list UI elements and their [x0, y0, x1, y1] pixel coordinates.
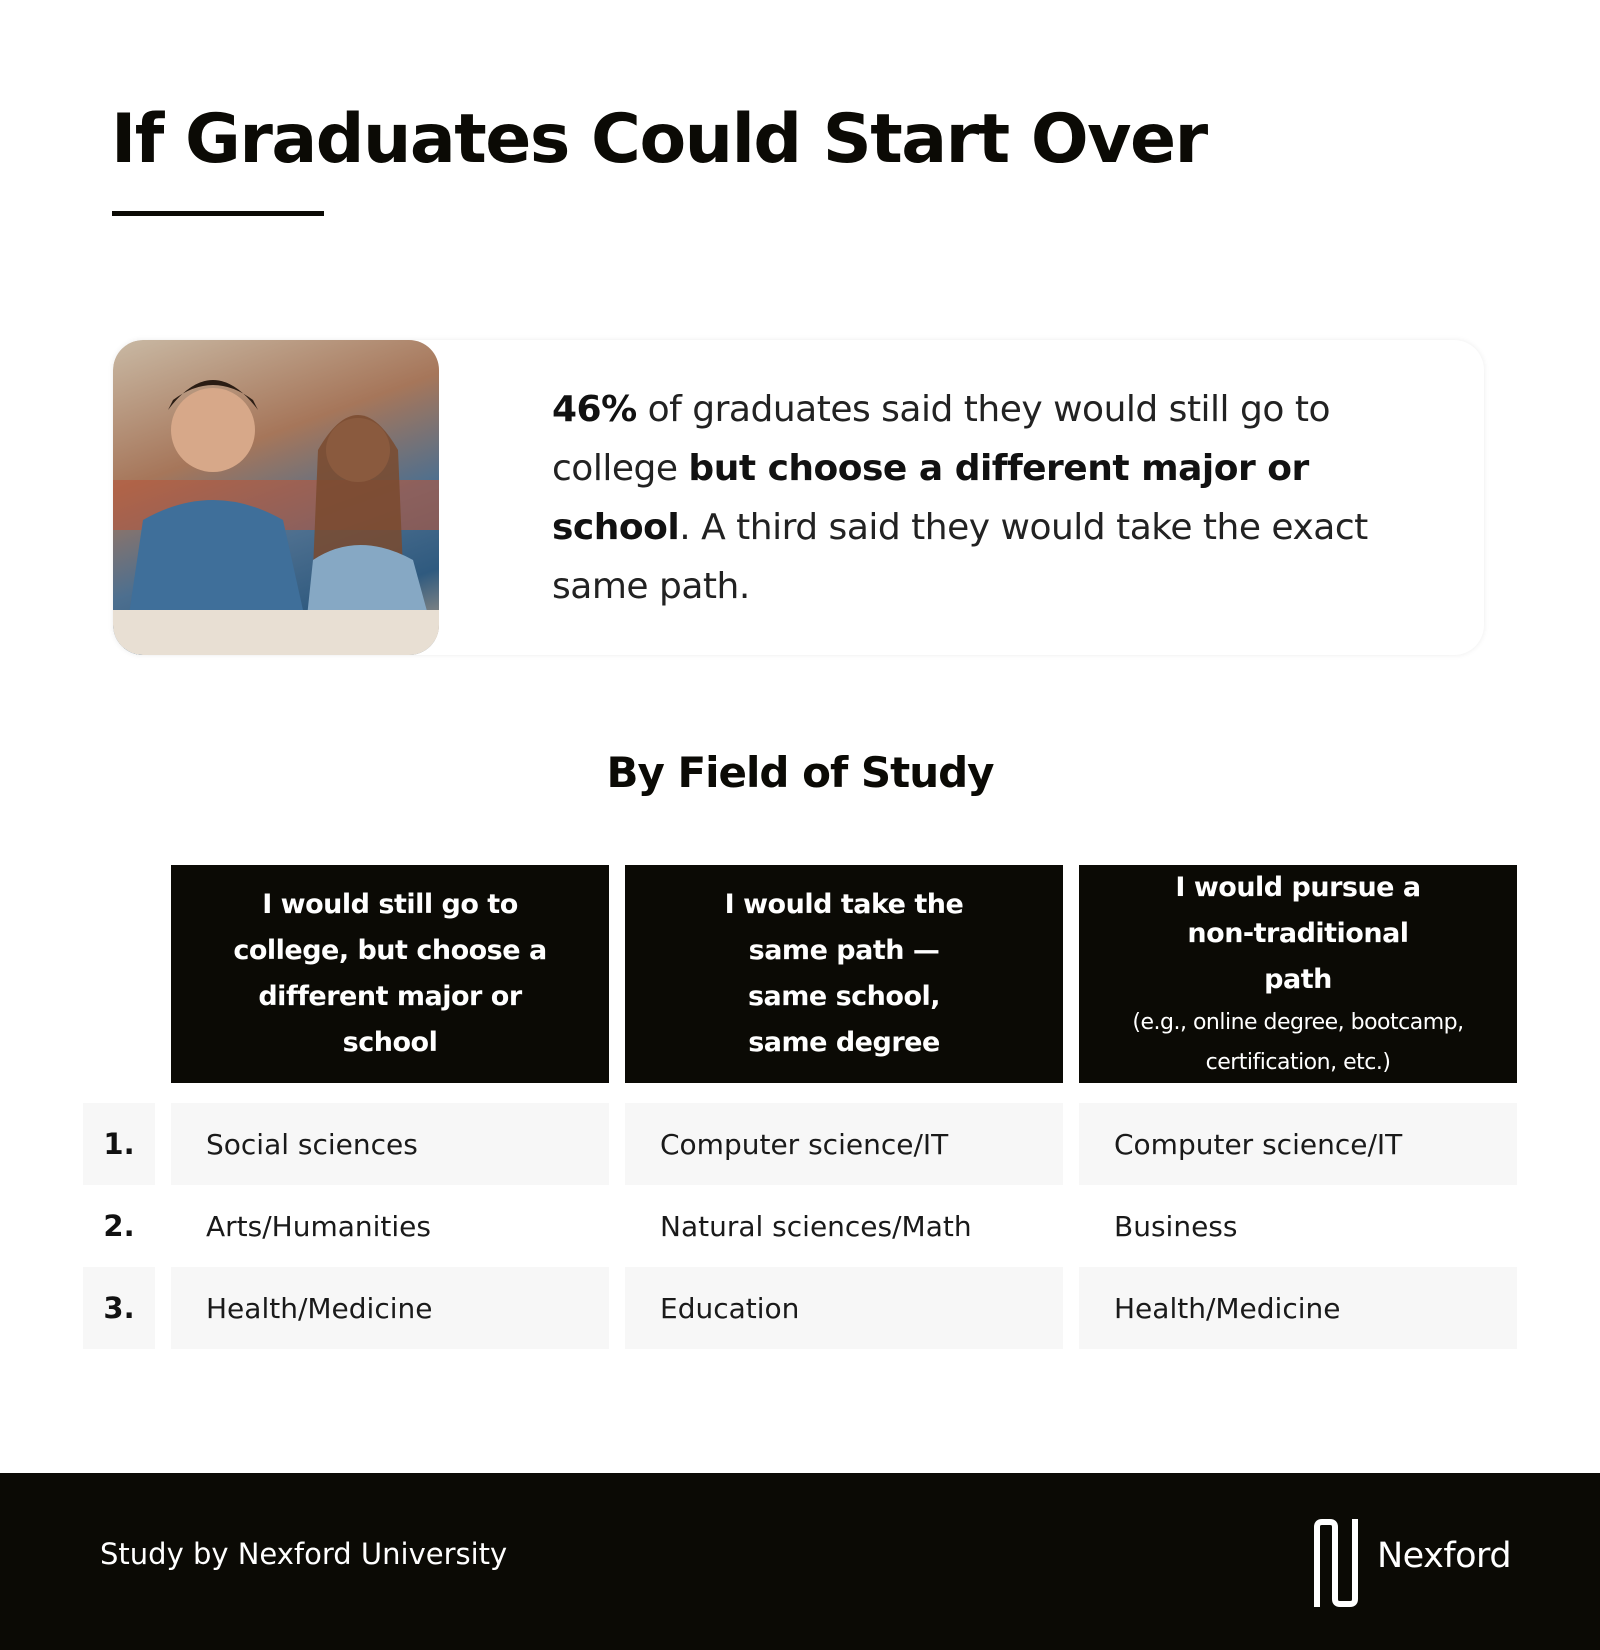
highlight-text: 46% of graduates said they would still g… [552, 389, 1368, 607]
nexford-logo-icon [1313, 1519, 1359, 1611]
table-cell: Social sciences [171, 1103, 609, 1185]
page-title: If Graduates Could Start Over [111, 100, 1208, 179]
section-title: By Field of Study [606, 748, 994, 797]
table-cell: Health/Medicine [171, 1267, 609, 1349]
column-header-non-traditional: I would pursue a non-traditional path (e.… [1079, 865, 1517, 1083]
study-credit: Study by Nexford University [100, 1537, 508, 1571]
footer: Study by Nexford University Nexford [0, 1473, 1600, 1650]
students-photo [113, 340, 439, 655]
column-header-same-path: I would take the same path — same school… [625, 865, 1063, 1083]
table-cell: Health/Medicine [1079, 1267, 1517, 1349]
rank-2: 2. [103, 1209, 135, 1243]
logo-wordmark: Nexford [1377, 1536, 1512, 1576]
column-header-different-major: I would still go to college, but choose … [171, 865, 609, 1083]
table-cell: Computer science/IT [625, 1103, 1063, 1185]
highlight-card: 46% of graduates said they would still g… [113, 340, 1484, 655]
table-cell: Natural sciences/Math [660, 1209, 972, 1243]
rank-1: 1. [83, 1103, 155, 1185]
table-cell: Business [1114, 1209, 1238, 1243]
rank-3: 3. [83, 1267, 155, 1349]
table-cell: Education [625, 1267, 1063, 1349]
title-underline [112, 211, 324, 216]
table-cell: Computer science/IT [1079, 1103, 1517, 1185]
table-cell: Arts/Humanities [206, 1209, 431, 1243]
